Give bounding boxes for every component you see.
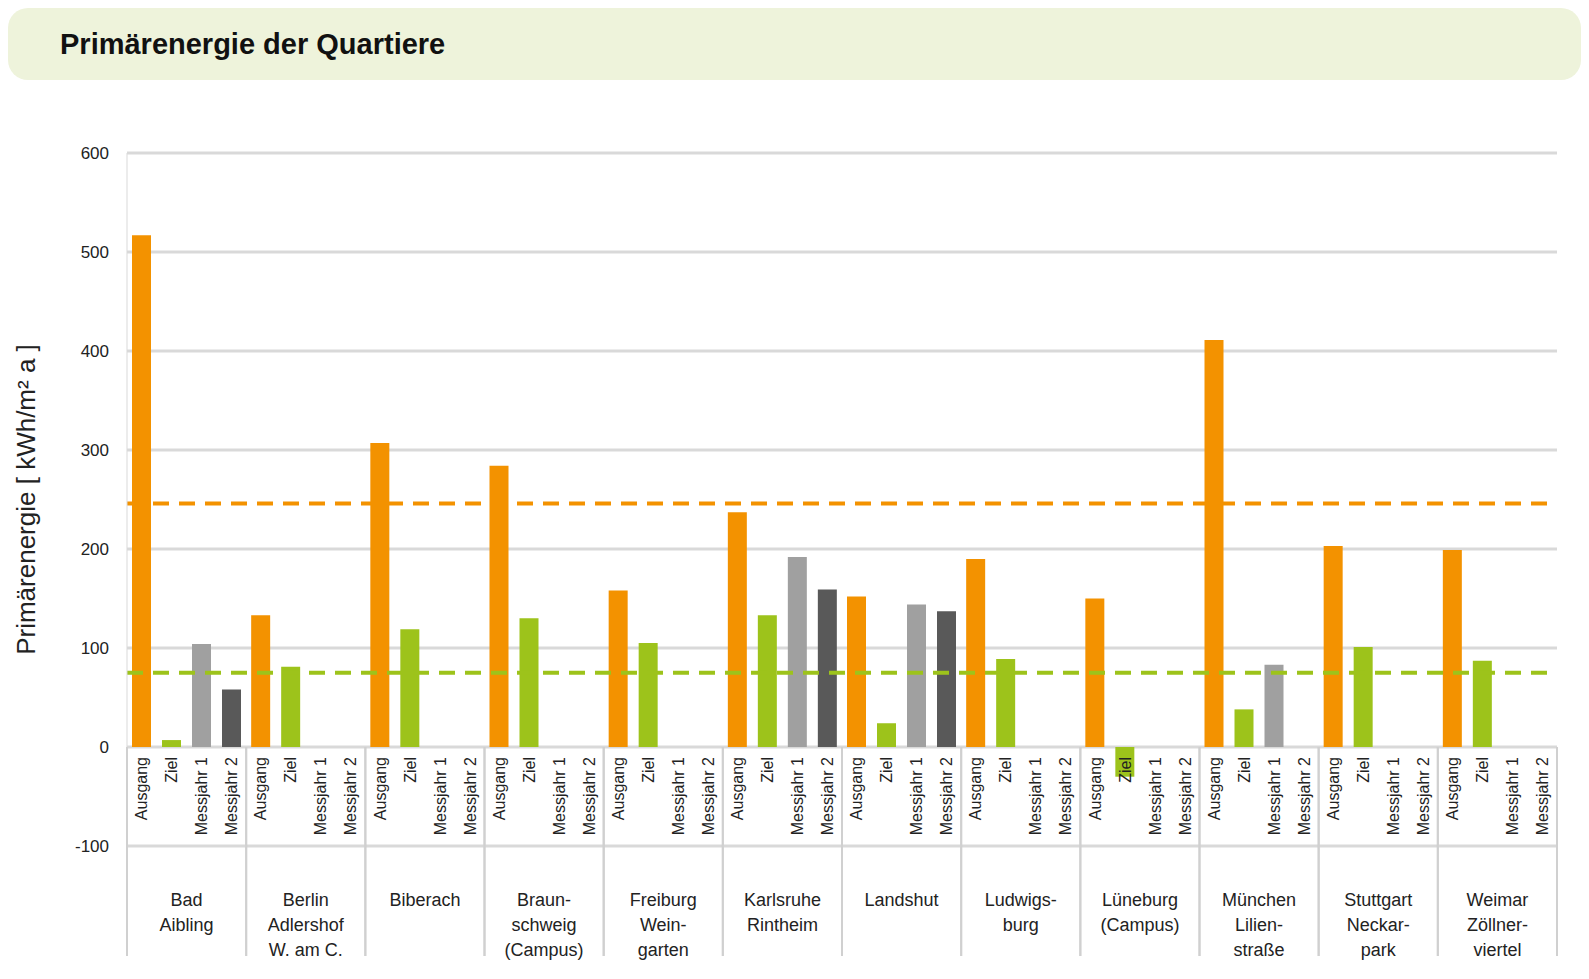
svg-text:400: 400 [81,342,109,361]
svg-text:straße: straße [1234,940,1285,960]
svg-text:burg: burg [1003,915,1039,935]
svg-text:Lilien-: Lilien- [1235,915,1283,935]
svg-text:Aibling: Aibling [160,915,214,935]
svg-text:Ziel: Ziel [1355,757,1372,783]
svg-text:Ziel: Ziel [1236,757,1253,783]
svg-text:Messjahr 1: Messjahr 1 [193,757,210,835]
svg-text:Ausgang: Ausgang [967,757,984,820]
svg-text:Ziel: Ziel [997,757,1014,783]
svg-text:Messjahr 2: Messjahr 2 [1177,757,1194,835]
svg-text:Messjahr 2: Messjahr 2 [462,757,479,835]
svg-text:Ziel: Ziel [521,757,538,783]
svg-text:Zöllner-: Zöllner- [1467,915,1528,935]
svg-text:Ausgang: Ausgang [729,757,746,820]
html-text:Primärenergie der Quartiere: Primärenergie der Quartiere [60,27,446,60]
svg-text:Ausgang: Ausgang [133,757,150,820]
svg-text:München: München [1222,890,1296,910]
svg-text:Messjahr 1: Messjahr 1 [789,757,806,835]
svg-text:garten: garten [638,940,689,960]
svg-text:Ausgang: Ausgang [252,757,269,820]
svg-text:park: park [1361,940,1397,960]
svg-text:Biberach: Biberach [389,890,460,910]
svg-text:Freiburg: Freiburg [630,890,697,910]
svg-text:W. am C.: W. am C. [269,940,343,960]
svg-text:Messjahr 1: Messjahr 1 [312,757,329,835]
svg-text:200: 200 [81,540,109,559]
svg-text:Messjahr 1: Messjahr 1 [551,757,568,835]
svg-text:300: 300 [81,441,109,460]
svg-text:Messjahr 2: Messjahr 2 [1534,757,1551,835]
svg-text:Ziel: Ziel [1117,757,1134,783]
svg-text:600: 600 [81,144,109,163]
svg-text:Messjahr 1: Messjahr 1 [432,757,449,835]
svg-text:Messjahr 2: Messjahr 2 [1057,757,1074,835]
svg-text:Ausgang: Ausgang [491,757,508,820]
svg-text:Ausgang: Ausgang [1206,757,1223,820]
svg-text:Braun-: Braun- [517,890,571,910]
svg-text:Ausgang: Ausgang [372,757,389,820]
svg-text:0: 0 [100,738,109,757]
svg-text:Ziel: Ziel [759,757,776,783]
svg-text:(Campus): (Campus) [1100,915,1179,935]
svg-text:Ziel: Ziel [1474,757,1491,783]
svg-text:Karlsruhe: Karlsruhe [744,890,821,910]
svg-text:Messjahr 2: Messjahr 2 [1415,757,1432,835]
svg-text:Ziel: Ziel [163,757,180,783]
svg-text:Messjahr 1: Messjahr 1 [1266,757,1283,835]
svg-text:Messjahr 2: Messjahr 2 [342,757,359,835]
svg-text:Messjahr 1: Messjahr 1 [670,757,687,835]
svg-text:Ziel: Ziel [878,757,895,783]
svg-text:schweig: schweig [512,915,577,935]
svg-text:Landshut: Landshut [865,890,939,910]
svg-text:Messjahr 1: Messjahr 1 [1504,757,1521,835]
svg-text:100: 100 [81,639,109,658]
svg-text:Lüneburg: Lüneburg [1102,890,1178,910]
svg-text:Adlershof: Adlershof [268,915,345,935]
svg-text:Messjahr 1: Messjahr 1 [1027,757,1044,835]
svg-text:Messjahr 1: Messjahr 1 [908,757,925,835]
svg-text:Wein-: Wein- [640,915,687,935]
svg-text:Ludwigs-: Ludwigs- [985,890,1057,910]
svg-text:Ausgang: Ausgang [1087,757,1104,820]
svg-text:(Campus): (Campus) [505,940,584,960]
svg-text:Messjahr 2: Messjahr 2 [819,757,836,835]
svg-text:-100: -100 [75,837,109,856]
svg-text:Neckar-: Neckar- [1347,915,1410,935]
svg-text:Primärenergie [ kWh/m² a ]: Primärenergie [ kWh/m² a ] [11,344,41,655]
svg-text:Ziel: Ziel [402,757,419,783]
svg-text:Ausgang: Ausgang [1444,757,1461,820]
svg-text:Messjahr 2: Messjahr 2 [700,757,717,835]
svg-text:Weimar: Weimar [1467,890,1529,910]
svg-text:Stuttgart: Stuttgart [1344,890,1412,910]
svg-text:Ziel: Ziel [282,757,299,783]
svg-text:viertel: viertel [1473,940,1521,960]
svg-text:Messjahr 1: Messjahr 1 [1147,757,1164,835]
svg-text:Ausgang: Ausgang [1325,757,1342,820]
svg-text:Ausgang: Ausgang [848,757,865,820]
svg-text:Ausgang: Ausgang [610,757,627,820]
svg-text:Berlin: Berlin [283,890,329,910]
svg-text:Messjahr 2: Messjahr 2 [581,757,598,835]
svg-text:Bad: Bad [171,890,203,910]
svg-text:Ziel: Ziel [640,757,657,783]
svg-text:Messjahr 2: Messjahr 2 [223,757,240,835]
svg-text:500: 500 [81,243,109,262]
svg-text:Messjahr 2: Messjahr 2 [938,757,955,835]
svg-text:Rintheim: Rintheim [747,915,818,935]
svg-text:Messjahr 1: Messjahr 1 [1385,757,1402,835]
svg-text:Messjahr 2: Messjahr 2 [1296,757,1313,835]
